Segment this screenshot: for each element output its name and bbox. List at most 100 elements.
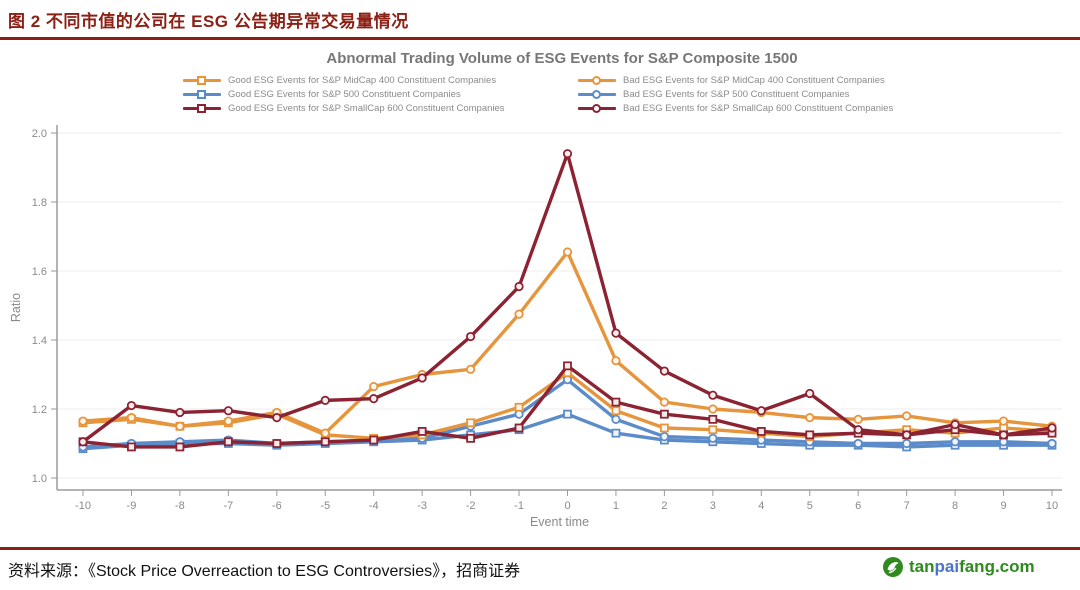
data-point-circle <box>902 438 912 449</box>
data-point-circle <box>659 431 670 442</box>
logo-text: tanpaifang.com <box>909 557 1035 577</box>
x-tick-label: -4 <box>369 500 379 512</box>
legend-label: Bad ESG Events for S&P SmallCap 600 Cons… <box>623 102 894 114</box>
data-point-square <box>611 428 621 438</box>
y-axis-title: Ratio <box>9 293 23 322</box>
legend-swatch-circle <box>578 89 616 99</box>
source-text: 资料来源：《Stock Price Overreaction to ESG Co… <box>8 563 521 580</box>
data-point-circle <box>853 438 863 449</box>
y-tick-label: 1.8 <box>32 197 47 209</box>
y-tick-label: 1.4 <box>32 335 47 347</box>
x-tick-label: -6 <box>272 500 282 512</box>
x-tick-label: 8 <box>952 500 958 512</box>
data-point-circle <box>950 437 960 447</box>
data-point-circle <box>902 411 912 421</box>
x-tick-label: 7 <box>904 500 910 512</box>
legend-item: Good ESG Events for S&P 500 Constituent … <box>183 87 505 101</box>
data-point-square <box>175 442 185 452</box>
data-point-circle <box>175 421 185 431</box>
data-point-square <box>563 361 572 371</box>
data-point-square <box>223 437 233 447</box>
legend-swatch-square <box>183 103 221 113</box>
data-point-circle <box>126 413 137 423</box>
data-point-circle <box>1047 423 1057 433</box>
data-point-square <box>272 439 282 448</box>
x-tick-label: -2 <box>466 500 476 512</box>
x-tick-label: -1 <box>514 500 524 512</box>
data-point-circle <box>805 388 815 399</box>
x-tick-label: -9 <box>127 500 137 512</box>
data-point-circle <box>417 373 427 383</box>
logo-text-tan: tan <box>909 557 935 576</box>
tanpaifang-logo[interactable]: tanpaifang.com <box>882 556 1035 578</box>
footer-rule <box>0 547 1080 550</box>
legend-label: Bad ESG Events for S&P 500 Constituent C… <box>623 88 850 100</box>
data-point-circle <box>756 406 766 416</box>
legend-swatch-circle <box>578 75 616 85</box>
x-tick-label: -8 <box>175 500 185 512</box>
series-line-bad-5 <box>81 151 1054 444</box>
data-point-square <box>127 442 136 452</box>
legend-label: Good ESG Events for S&P 500 Constituent … <box>228 88 461 100</box>
y-tick-label: 1.2 <box>32 404 47 416</box>
data-point-square <box>660 409 669 419</box>
data-point-square <box>805 430 815 440</box>
data-point-square <box>660 423 669 433</box>
legend-column-bad: Bad ESG Events for S&P MidCap 400 Consti… <box>578 73 893 115</box>
data-point-circle <box>853 425 863 435</box>
data-point-circle <box>708 390 718 400</box>
logo-text-fang: fang.com <box>959 557 1035 576</box>
legend-item: Bad ESG Events for S&P MidCap 400 Consti… <box>578 73 893 87</box>
data-point-square <box>466 433 476 443</box>
data-point-circle <box>805 413 815 423</box>
data-point-square <box>369 435 379 445</box>
data-point-circle <box>514 309 524 319</box>
data-point-circle <box>659 397 670 407</box>
data-point-circle <box>998 430 1009 440</box>
legend-item: Good ESG Events for S&P SmallCap 600 Con… <box>183 101 505 115</box>
data-point-circle <box>465 364 476 374</box>
data-point-circle <box>78 416 88 426</box>
data-point-circle <box>465 331 476 342</box>
data-point-circle <box>223 416 233 426</box>
data-point-circle <box>562 247 573 257</box>
legend-item: Bad ESG Events for S&P SmallCap 600 Cons… <box>578 101 893 115</box>
data-point-square <box>708 414 718 424</box>
data-point-square <box>320 437 330 447</box>
x-tick-label: 6 <box>855 500 861 512</box>
legend-label: Bad ESG Events for S&P MidCap 400 Consti… <box>623 74 885 86</box>
data-point-circle <box>998 416 1009 426</box>
data-point-square <box>611 406 621 416</box>
legend-label: Good ESG Events for S&P SmallCap 600 Con… <box>228 102 505 114</box>
series-line-bad-3 <box>81 250 1054 435</box>
legend-label: Good ESG Events for S&P MidCap 400 Const… <box>228 74 497 86</box>
legend-swatch-circle <box>578 103 616 113</box>
x-tick-label: 4 <box>758 500 764 512</box>
data-point-circle <box>562 149 573 159</box>
data-point-circle <box>611 356 621 366</box>
x-tick-label: 0 <box>564 500 570 512</box>
x-tick-label: 3 <box>710 500 716 512</box>
data-point-circle <box>708 433 718 443</box>
y-tick-label: 1.0 <box>32 473 47 485</box>
x-tick-label: 1 <box>613 500 619 512</box>
x-tick-label: -10 <box>75 500 91 512</box>
data-point-square <box>514 402 524 412</box>
data-point-circle <box>902 430 912 440</box>
legend-item: Good ESG Events for S&P MidCap 400 Const… <box>183 73 505 87</box>
data-point-square <box>417 427 427 436</box>
data-point-circle <box>175 407 185 418</box>
data-point-circle <box>611 328 621 338</box>
y-tick-label: 2.0 <box>32 128 47 140</box>
x-axis-title: Event time <box>530 515 589 529</box>
data-point-square <box>563 409 572 419</box>
data-point-circle <box>223 406 233 416</box>
x-tick-label: -7 <box>223 500 233 512</box>
legend-swatch-square <box>183 75 221 85</box>
data-point-circle <box>950 419 960 430</box>
data-point-circle <box>708 404 718 414</box>
data-point-circle <box>320 395 330 405</box>
tanpaifang-leaf-icon <box>883 557 903 577</box>
y-tick-label: 1.6 <box>32 266 47 278</box>
